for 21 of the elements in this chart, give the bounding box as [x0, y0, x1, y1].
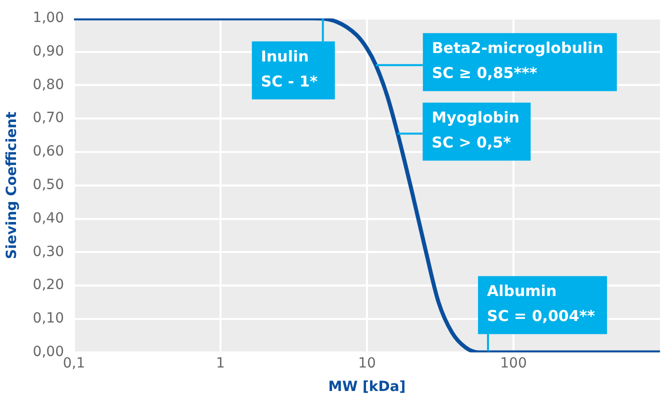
y-tick-label: 0,00	[32, 344, 64, 360]
y-tick-label: 0,70	[32, 110, 64, 126]
y-tick-label: 0,40	[32, 210, 64, 226]
y-tick-label: 0,10	[32, 310, 64, 327]
y-tick-label: 0,20	[32, 277, 64, 294]
y-tick-label: 0,90	[32, 43, 64, 60]
y-tick-label: 0,80	[32, 76, 64, 93]
y-tick-label: 0,60	[32, 144, 64, 160]
x-tick-label: 1	[216, 355, 225, 372]
annotation: Albumin SC = 0,004**	[487, 282, 596, 325]
x-tick-label: 0,1	[62, 355, 86, 372]
x-tick-label: 10	[358, 355, 376, 372]
x-axis-title: MW [kDa]	[328, 379, 406, 396]
annotation: Beta2-microglobulin SC ≥ 0,85***	[432, 39, 604, 82]
annotation: Myoglobin SC > 0,5*	[432, 108, 520, 152]
y-tick-label: 1,00	[32, 10, 64, 26]
y-axis-title: Sieving Coefficient	[4, 111, 20, 260]
y-tick-label: 0,30	[32, 244, 64, 260]
y-tick-label: 0,50	[32, 177, 64, 194]
annotation: Inulin SC - 1*	[260, 47, 318, 90]
x-tick-label: 100	[500, 355, 527, 372]
